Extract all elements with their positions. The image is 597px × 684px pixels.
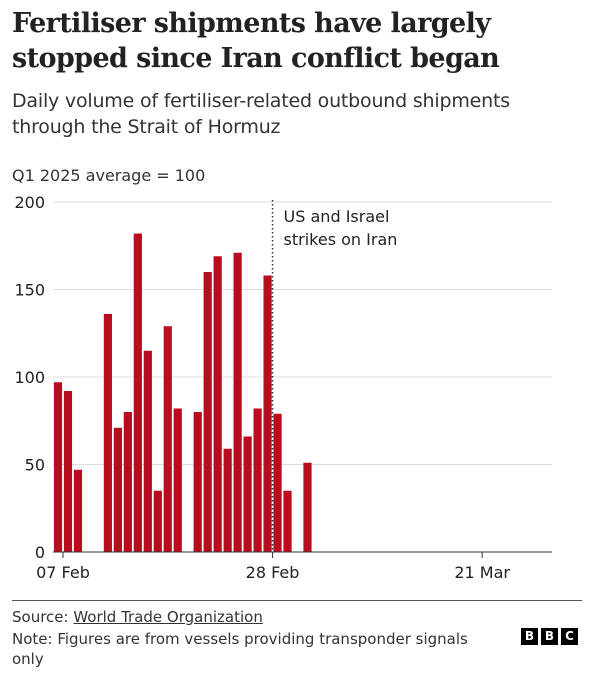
source-prefix: Source: (12, 608, 74, 626)
bbc-logo-letter: B (541, 628, 558, 645)
bar (213, 256, 222, 552)
chart-title: Fertiliser shipments have largely stoppe… (12, 8, 500, 74)
y-tick-label: 50 (25, 456, 45, 475)
bbc-logo-letter: B (521, 628, 538, 645)
y-tick-label: 0 (35, 543, 45, 562)
x-tick-label: 21 Mar (454, 563, 510, 582)
bar (303, 462, 312, 552)
source-link[interactable]: World Trade Organization (73, 608, 263, 626)
bar (283, 490, 292, 552)
bar-chart: 0 50 100 150 200 07 Feb 28 Feb 21 Mar US and Isr… (14, 193, 552, 582)
footnote: Note: Figures are from vessels providing… (12, 630, 468, 668)
y-tick-label: 150 (14, 281, 45, 300)
bar (253, 408, 262, 552)
bbc-logo-letter: C (561, 628, 578, 645)
bar (153, 490, 162, 552)
y-tick-label: 100 (14, 368, 45, 387)
bar (123, 412, 132, 552)
footer-divider (12, 600, 582, 601)
bar (233, 252, 242, 552)
bar (263, 275, 272, 552)
bar (223, 448, 232, 552)
bar (113, 427, 122, 552)
x-tick-label: 28 Feb (246, 563, 300, 582)
x-tick-label: 07 Feb (36, 563, 90, 582)
source-line: Source: World Trade Organization (12, 607, 263, 627)
bar (63, 391, 73, 552)
bar (73, 469, 83, 552)
bar (163, 326, 172, 552)
chart-subtitle: Daily volume of fertiliser-related outbo… (12, 90, 510, 138)
bar (173, 408, 182, 552)
annotation-label: strikes on Iran (284, 230, 398, 249)
bar (143, 350, 152, 552)
bar (243, 436, 252, 552)
bar (203, 272, 212, 552)
annotation-label: US and Israel (284, 207, 390, 226)
bar (273, 413, 282, 552)
y-tick-label: 200 (14, 193, 45, 212)
y-axis-unit-note: Q1 2025 average = 100 (12, 166, 206, 185)
bar (193, 412, 202, 552)
bar (103, 314, 112, 552)
bar (53, 382, 63, 552)
bbc-logo: B B C (521, 628, 578, 645)
bar (133, 233, 142, 552)
